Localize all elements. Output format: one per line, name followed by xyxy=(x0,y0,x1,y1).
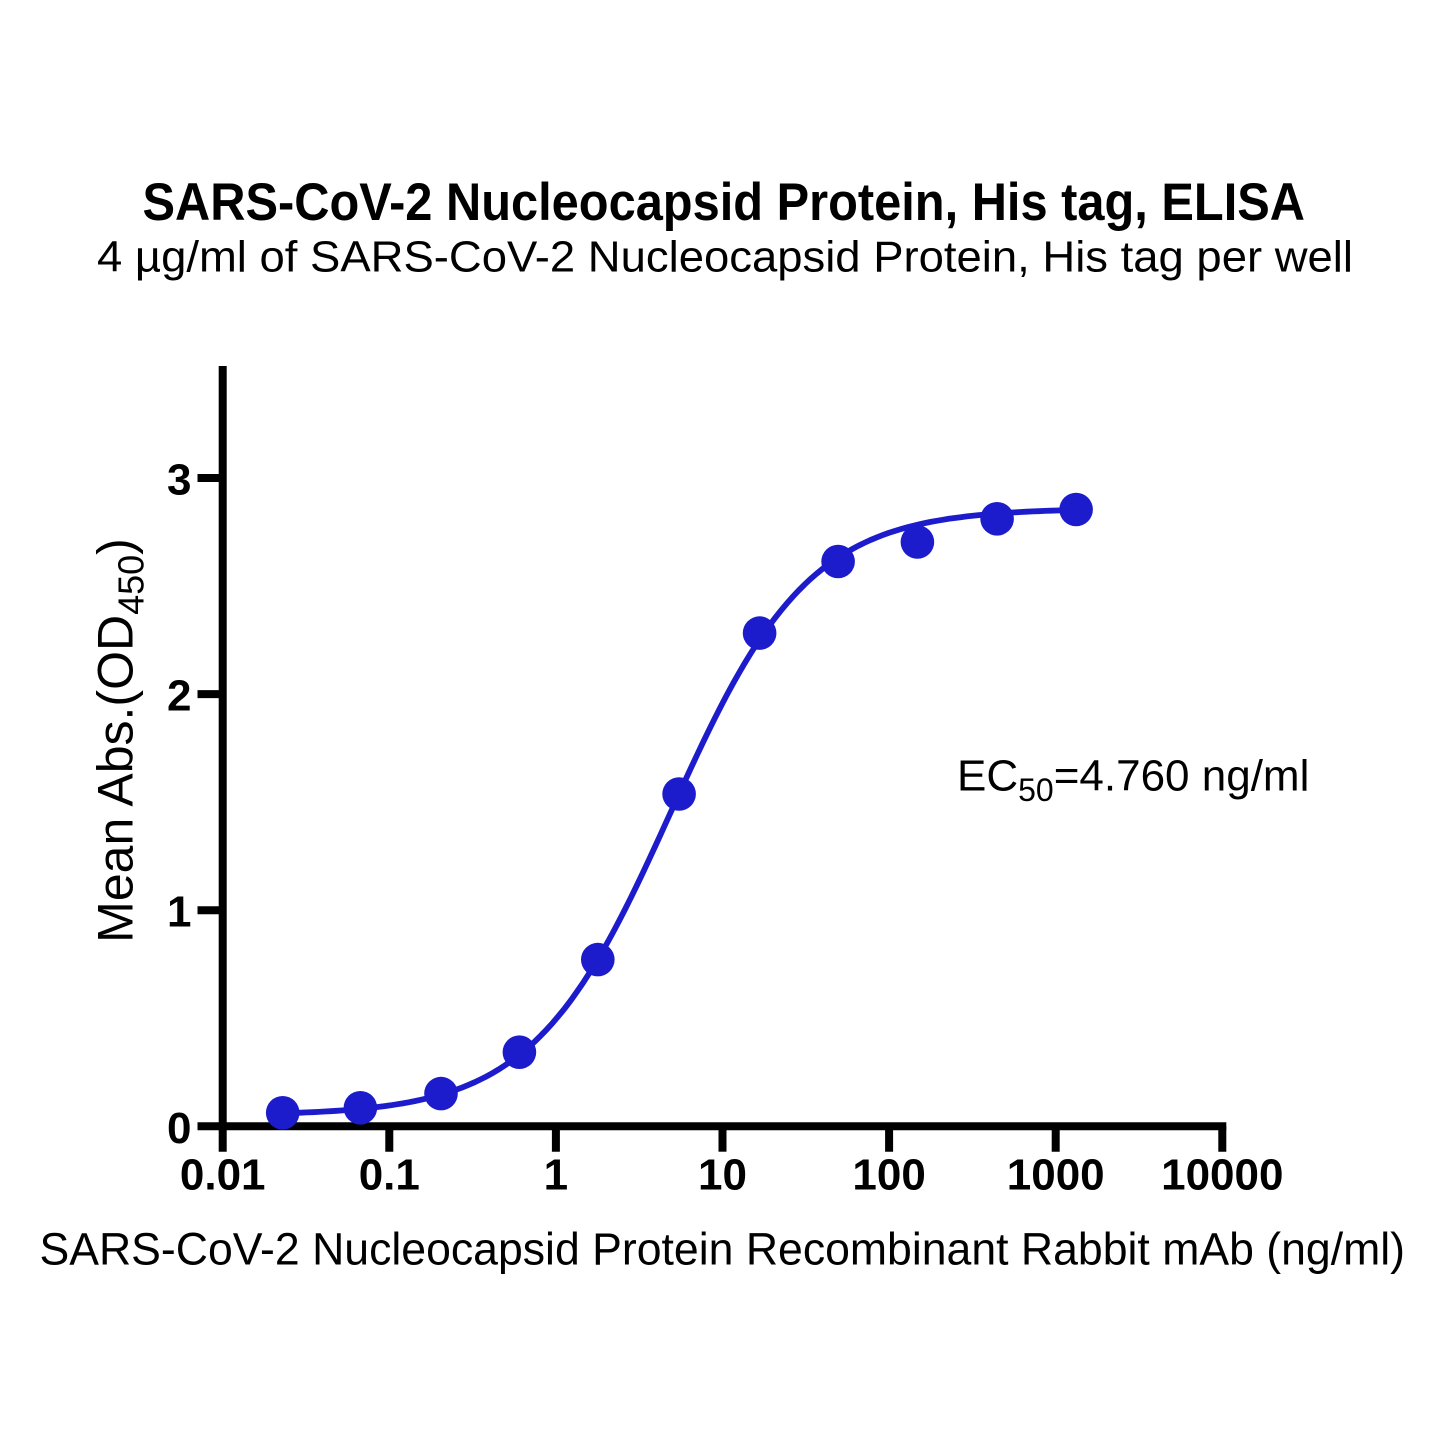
svg-text:EC50=4.760 ng/ml: EC50=4.760 ng/ml xyxy=(957,752,1309,809)
svg-text:3: 3 xyxy=(167,456,191,505)
svg-text:1000: 1000 xyxy=(1007,1151,1105,1200)
svg-text:0.01: 0.01 xyxy=(180,1151,266,1200)
svg-text:2: 2 xyxy=(167,672,191,721)
svg-text:SARS-CoV-2 Nucleocapsid Protei: SARS-CoV-2 Nucleocapsid Protein, His tag… xyxy=(143,173,1306,232)
svg-text:4 µg/ml of SARS-CoV-2 Nucleoca: 4 µg/ml of SARS-CoV-2 Nucleocapsid Prote… xyxy=(97,232,1353,281)
svg-text:10: 10 xyxy=(698,1151,747,1200)
svg-text:0: 0 xyxy=(167,1104,191,1153)
svg-text:SARS-CoV-2 Nucleocapsid Protei: SARS-CoV-2 Nucleocapsid Protein Recombin… xyxy=(40,1223,1406,1274)
svg-text:1: 1 xyxy=(167,888,191,937)
svg-text:1: 1 xyxy=(544,1151,568,1200)
svg-text:0.1: 0.1 xyxy=(359,1151,420,1200)
svg-text:100: 100 xyxy=(852,1151,925,1200)
svg-text:10000: 10000 xyxy=(1161,1151,1283,1200)
